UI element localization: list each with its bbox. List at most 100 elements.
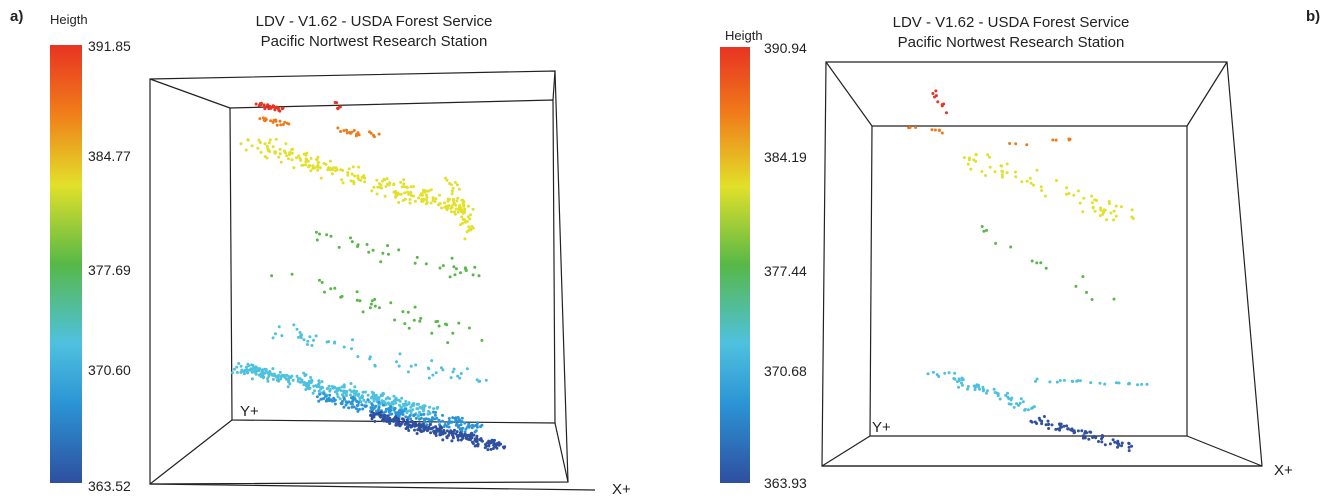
lidar-point	[934, 89, 938, 93]
lidar-point	[317, 389, 321, 393]
lidar-point	[907, 126, 911, 130]
lidar-point	[985, 389, 989, 393]
lidar-point	[297, 154, 301, 158]
lidar-point	[336, 106, 340, 110]
lidar-point	[408, 198, 412, 201]
lidar-point	[936, 100, 940, 104]
chart-title-line1: LDV - V1.62 - USDA Forest Service	[256, 13, 493, 30]
lidar-point	[356, 245, 359, 248]
lidar-point	[957, 377, 961, 381]
lidar-point	[399, 180, 403, 184]
lidar-point	[235, 371, 239, 374]
lidar-point	[993, 390, 997, 394]
lidar-point	[368, 306, 372, 310]
lidar-point	[263, 142, 267, 146]
lidar-point	[1028, 176, 1032, 180]
lidar-point	[1010, 396, 1014, 400]
lidar-point	[1119, 205, 1123, 209]
lidar-point	[1005, 171, 1009, 175]
lidar-point	[418, 319, 422, 323]
lidar-point	[1014, 142, 1018, 146]
lidar-point	[475, 423, 479, 427]
lidar-point	[1090, 201, 1094, 205]
lidar-point	[416, 423, 420, 427]
lidar-point	[325, 233, 329, 237]
lidar-point	[317, 381, 321, 385]
lidar-point	[416, 428, 420, 432]
lidar-point	[1050, 423, 1054, 427]
lidar-point	[397, 364, 401, 368]
lidar-point	[463, 421, 467, 425]
lidar-point	[938, 128, 941, 132]
lidar-point	[276, 376, 280, 379]
lidar-point	[273, 374, 277, 378]
lidar-point	[353, 174, 357, 178]
lidar-point	[242, 372, 246, 376]
colorbar-tick: 390.94	[764, 40, 807, 56]
lidar-point	[460, 215, 464, 219]
lidar-point	[1103, 382, 1107, 386]
lidar-point	[495, 446, 499, 450]
lidar-point	[269, 119, 273, 123]
lidar-point	[420, 423, 424, 427]
lidar-point	[373, 304, 377, 308]
lidar-point	[296, 377, 300, 381]
lidar-point	[410, 194, 413, 198]
lidar-point	[304, 157, 308, 161]
lidar-point	[457, 187, 461, 191]
lidar-point	[355, 389, 359, 393]
lidar-point	[470, 426, 474, 430]
lidar-point	[268, 370, 272, 374]
lidar-point	[1035, 261, 1039, 265]
lidar-point	[246, 138, 250, 142]
lidar-point	[368, 130, 371, 134]
lidar-point	[389, 301, 393, 305]
lidar-point	[341, 168, 344, 172]
lidar-point	[263, 118, 267, 122]
panel-label: a)	[10, 8, 24, 25]
lidar-point	[318, 166, 322, 170]
lidar-point	[1032, 183, 1035, 187]
lidar-point	[1087, 437, 1091, 441]
lidar-point	[257, 104, 261, 107]
lidar-point	[393, 406, 397, 410]
lidar-point	[409, 364, 413, 368]
lidar-point	[993, 170, 997, 174]
lidar-point	[271, 104, 275, 108]
lidar-point	[980, 170, 984, 173]
lidar-point	[326, 387, 329, 391]
lidar-point	[349, 402, 353, 406]
lidar-point	[456, 374, 460, 378]
lidar-point	[1089, 430, 1093, 434]
lidar-point	[344, 389, 348, 393]
lidar-point	[962, 156, 966, 160]
lidar-point	[1039, 185, 1043, 189]
lidar-point	[1006, 391, 1010, 395]
lidar-point	[304, 163, 308, 167]
lidar-point	[1025, 179, 1029, 183]
y-axis-label: Y+	[872, 419, 891, 436]
lidar-point	[377, 132, 381, 136]
lidar-point	[369, 413, 372, 417]
lidar-point	[417, 410, 421, 414]
lidar-point	[1039, 261, 1043, 265]
lidar-point	[230, 371, 234, 375]
lidar-point	[372, 133, 375, 137]
lidar-point	[452, 367, 456, 371]
lidar-point	[351, 165, 355, 169]
lidar-point	[1017, 403, 1020, 407]
lidar-point	[450, 433, 454, 437]
lidar-point	[409, 410, 413, 414]
lidar-point	[413, 199, 417, 203]
lidar-point	[412, 422, 416, 426]
lidar-point	[1074, 284, 1078, 288]
lidar-point	[1062, 424, 1066, 428]
lidar-point	[370, 189, 374, 193]
lidar-point	[347, 406, 351, 410]
x-axis-label: X+	[1274, 462, 1293, 479]
lidar-point	[312, 338, 315, 342]
lidar-point	[357, 165, 361, 169]
lidar-point	[461, 436, 465, 440]
lidar-point	[1051, 138, 1055, 142]
lidar-point	[449, 183, 453, 187]
